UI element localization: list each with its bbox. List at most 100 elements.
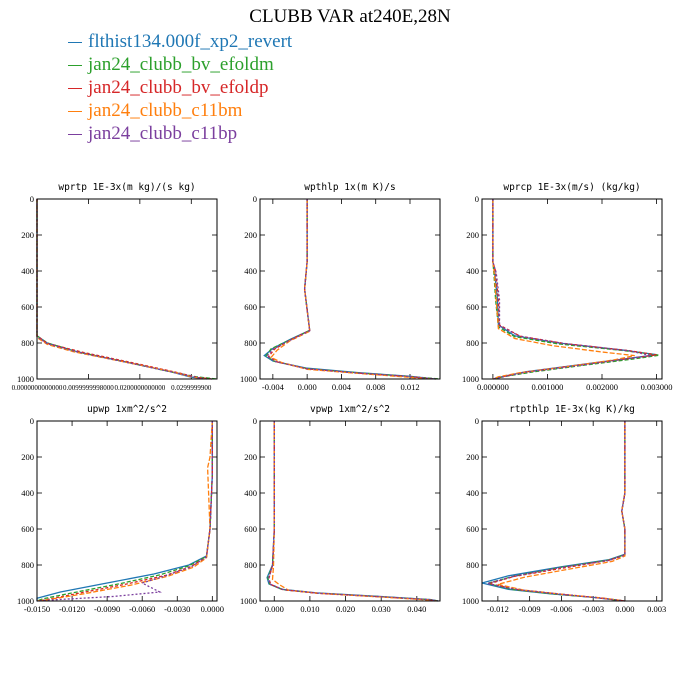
profile-panel: wprtp 1E-3x(m kg)/(s kg) 0 200 400 600 800 100… [12,182,218,392]
series-line [267,421,439,602]
panel-title: vpwp 1xm^2/s^2 [310,404,390,415]
legend-item: flthist134.000f_xp2_revert [68,30,292,53]
series-line [36,199,207,380]
legend-swatch [68,111,82,113]
profile-panel: vpwp 1xm^2/s^2 0 200 400 600 800 1000 0.000 0.01… [240,404,441,614]
x-tick-label: -0.0090 [94,604,120,614]
legend-item: jan24_clubb_bv_efoldm [68,53,292,76]
legend-item: jan24_clubb_c11bm [68,99,292,122]
legend-item: jan24_clubb_c11bp [68,122,292,145]
y-tick-label: 1000 [240,374,257,384]
y-tick-label: 0 [475,194,479,204]
legend-swatch [68,65,82,67]
y-tick-label: 400 [244,266,257,276]
x-tick-label: -0.0030 [164,604,190,614]
series-line [487,421,626,602]
series-line [270,199,432,380]
x-tick-label: -0.006 [550,604,572,614]
panel-title: upwp 1xm^2/s^2 [87,404,167,415]
y-tick-label: 200 [466,452,479,462]
legend-swatch [68,42,82,44]
y-tick-label: 200 [466,230,479,240]
panel-title: wprcp 1E-3x(m/s) (kg/kg) [503,182,640,193]
legend-label: jan24_clubb_bv_efoldp [88,77,269,98]
y-tick-label: 400 [21,488,34,498]
y-tick-label: 200 [244,230,257,240]
legend-swatch [68,134,82,136]
series-line [268,421,437,602]
x-tick-label: -0.0060 [129,604,155,614]
y-tick-label: 200 [244,452,257,462]
y-tick-label: 800 [244,560,257,570]
x-tick-label: 0.030 [372,604,391,614]
series-line [36,199,218,380]
series-line [36,420,213,602]
series-line [36,421,213,601]
x-tick-label: 0.0000 [201,604,224,614]
plot-frame [481,420,663,602]
y-tick-label: 1000 [240,596,257,606]
legend-item: jan24_clubb_bv_efoldp [68,76,292,99]
series-line [266,421,439,602]
series-line [492,199,652,380]
y-tick-label: 400 [466,266,479,276]
series-line [36,421,213,602]
y-tick-label: 800 [466,560,479,570]
x-tick-label: 0.008 [366,382,385,392]
y-tick-label: 800 [21,338,34,348]
panel-title: rtpthlp 1E-3x(kg K)/kg [509,404,635,415]
y-tick-label: 800 [21,560,34,570]
series-line [487,421,626,602]
x-tick-label: -0.003 [582,604,604,614]
y-tick-label: 600 [466,302,479,312]
y-tick-label: 400 [21,266,34,276]
series-line [36,421,213,602]
series-line [492,199,635,380]
x-tick-label: 0.003000 [641,382,673,392]
y-tick-label: 1000 [17,374,34,384]
x-tick-label: 0.010 [300,604,319,614]
x-tick-label: 0.002000 [586,382,618,392]
x-tick-label: 0.040 [407,604,426,614]
x-tick-label: 0.020 [336,604,355,614]
y-tick-label: 400 [466,488,479,498]
x-tick-label: 0.004 [332,382,352,392]
x-tick-label: -0.0150 [24,604,50,614]
y-tick-label: 400 [244,488,257,498]
legend: flthist134.000f_xp2_revert jan24_clubb_b… [68,30,292,145]
legend-label: jan24_clubb_c11bp [88,123,238,144]
y-tick-label: 600 [21,524,34,534]
series-line [263,199,436,380]
y-tick-label: 600 [244,524,257,534]
y-tick-label: 0 [253,194,257,204]
x-tick-label: -0.009 [519,604,541,614]
profile-panel: upwp 1xm^2/s^2 0 200 400 600 800 1000-0.0150 -0… [17,404,224,614]
profile-panel: rtpthlp 1E-3x(kg K)/kg02004006008001000-… [462,404,666,614]
y-tick-label: 800 [466,338,479,348]
x-tick-label: 0.000 [615,604,634,614]
y-tick-label: 0 [30,194,34,204]
plot-frame [481,198,663,380]
series-line [267,199,436,380]
plot-frame [36,420,218,602]
figure-title: CLUBB VAR at240E,28N [249,6,451,27]
series-line [497,421,626,602]
x-tick-label: 0.001000 [532,382,564,392]
legend-label: jan24_clubb_c11bm [88,100,243,121]
x-tick-label: 0.012 [400,382,419,392]
series-line [489,421,626,602]
y-tick-label: 1000 [462,374,479,384]
panel-title: wprtp 1E-3x(m kg)/(s kg) [58,182,195,193]
legend-label: jan24_clubb_bv_efoldm [88,54,274,75]
series-line [36,199,207,380]
y-tick-label: 200 [21,230,34,240]
x-tick-label: 0.000000 [477,382,509,392]
plot-frame [259,198,441,380]
y-tick-label: 800 [244,338,257,348]
y-tick-label: 1000 [462,596,479,606]
x-tick-label: 0.0200000000000 [114,384,165,392]
x-tick-label: -0.0120 [59,604,85,614]
profile-panel: wpthlp 1x(m K)/s 0 200 400 600 800 1000 -0.004 0… [240,182,441,392]
series-line [39,421,213,602]
